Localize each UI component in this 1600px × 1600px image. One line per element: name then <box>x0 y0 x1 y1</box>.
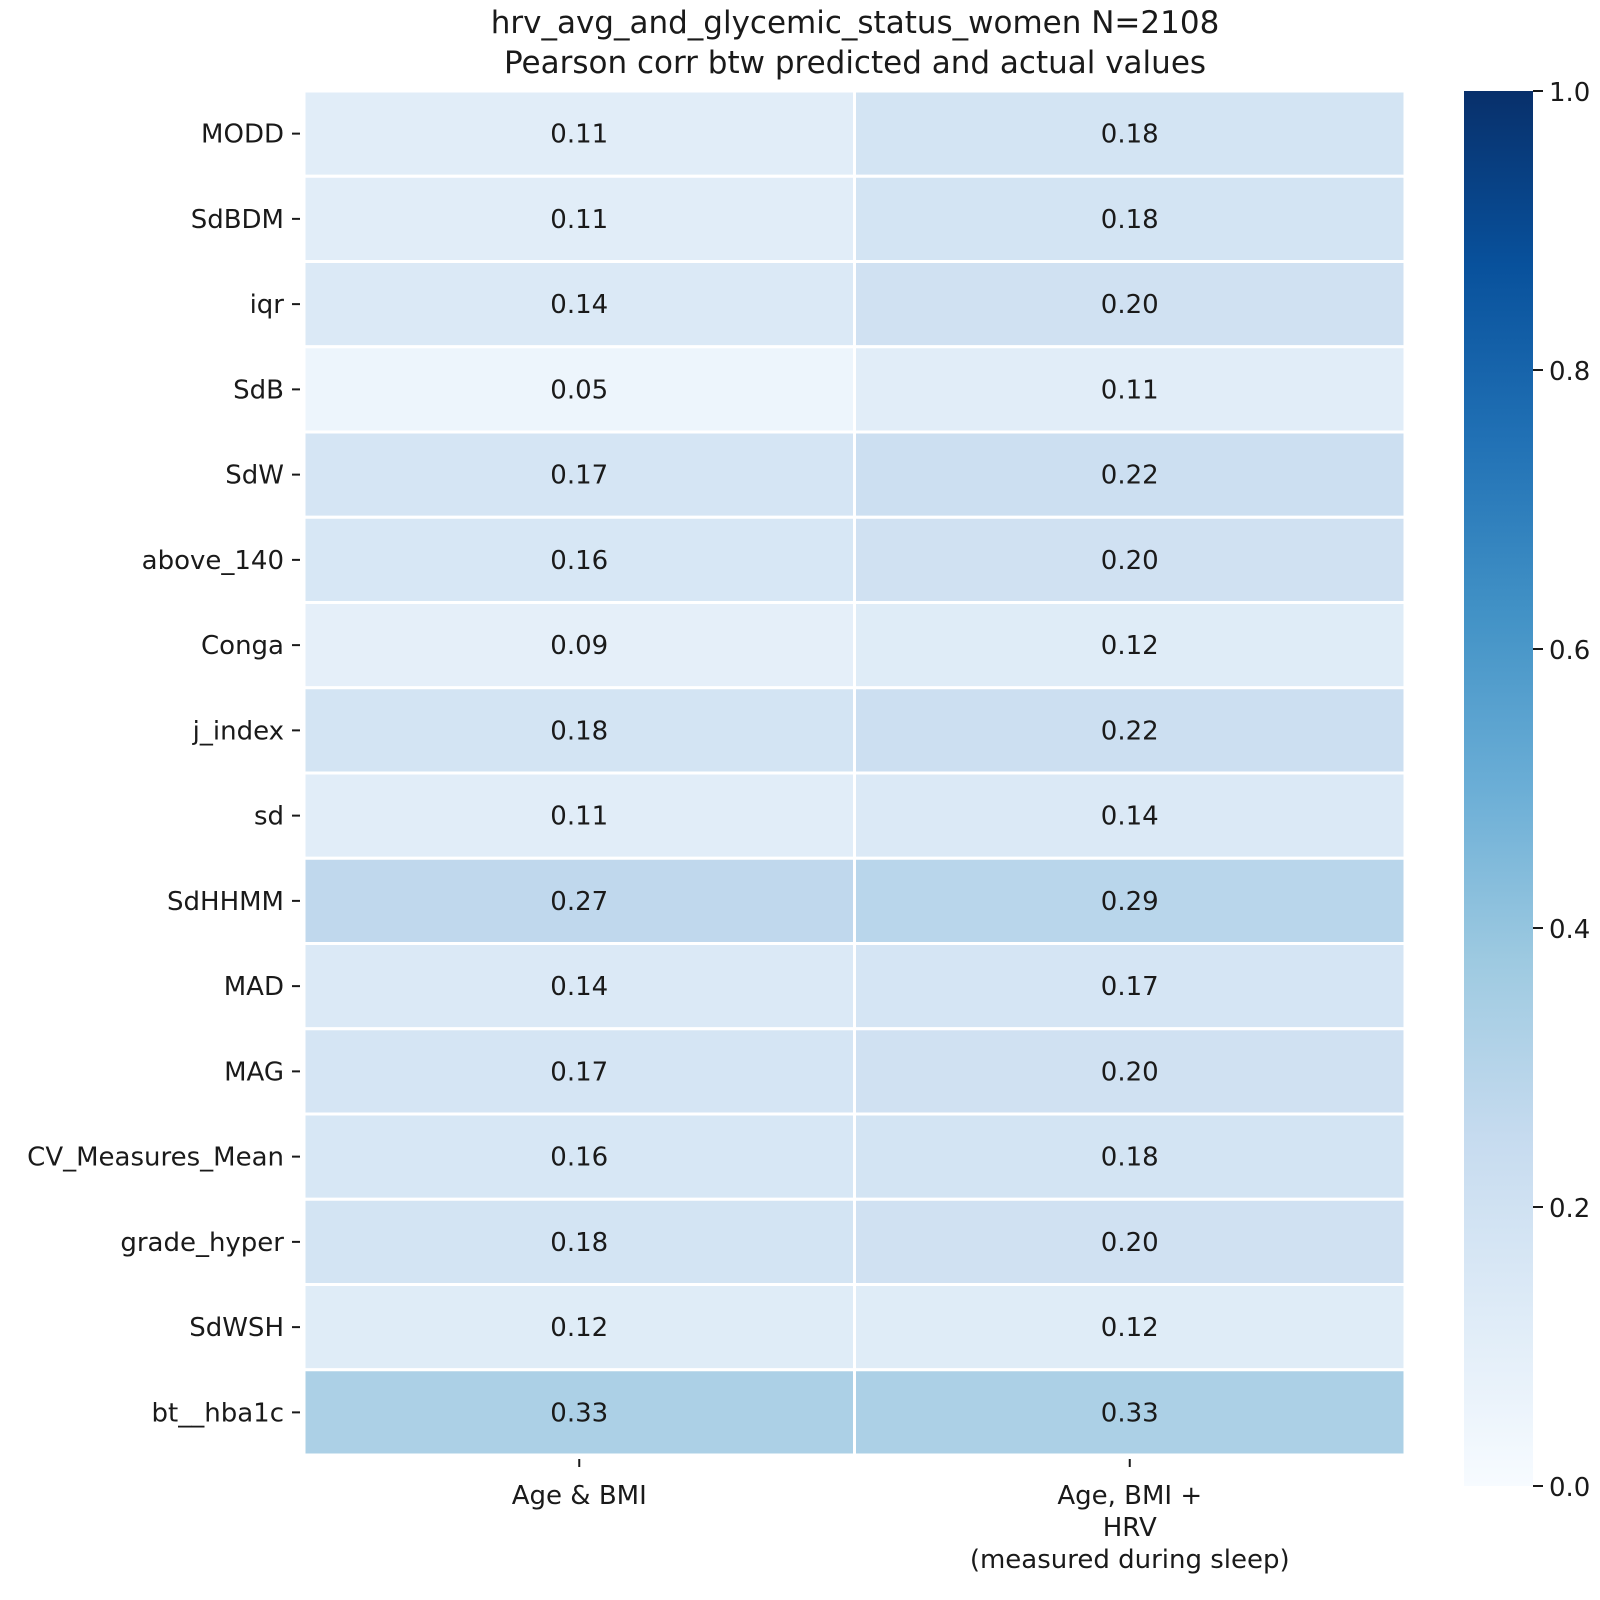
cell-value-label: 0.29 <box>1101 887 1159 917</box>
heatmap-cell <box>853 601 1407 690</box>
cell-value-label: 0.20 <box>1101 290 1159 320</box>
cell-value-label: 0.14 <box>1101 802 1159 832</box>
chart-title-line: Pearson corr btw predicted and actual va… <box>504 45 1206 81</box>
y-tick-label: SdB <box>233 375 284 405</box>
x-tick-label: Age, BMI + <box>1057 1481 1202 1511</box>
x-tick-label: (measured during sleep) <box>970 1545 1290 1575</box>
chart-title: hrv_avg_and_glycemic_status_women N=2108… <box>491 5 1220 81</box>
cell-value-label: 0.18 <box>1101 205 1159 235</box>
heatmap-cell <box>302 1283 856 1372</box>
heatmap-cell <box>302 1197 856 1286</box>
colorbar-tick-label: 0.8 <box>1549 357 1590 387</box>
cell-value-label: 0.27 <box>550 887 608 917</box>
cell-value-label: 0.17 <box>550 461 608 491</box>
cell-value-label: 0.05 <box>550 375 608 405</box>
heatmap-cell <box>853 686 1407 775</box>
y-tick-label: grade_hyper <box>120 1228 284 1258</box>
cell-value-label: 0.18 <box>550 1228 608 1258</box>
heatmap-cell <box>853 89 1407 178</box>
cell-value-label: 0.20 <box>1101 1228 1159 1258</box>
heatmap-cell <box>853 1283 1407 1372</box>
cell-value-label: 0.11 <box>550 120 608 150</box>
y-tick-label: MAD <box>224 972 284 1002</box>
x-tick-label: Age & BMI <box>512 1481 647 1511</box>
chart-title-line: hrv_avg_and_glycemic_status_women N=2108 <box>491 5 1220 41</box>
cell-value-label: 0.33 <box>1101 1398 1159 1428</box>
cell-value-label: 0.11 <box>1101 375 1159 405</box>
x-tick-label: HRV <box>1103 1513 1157 1543</box>
heatmap-cell <box>853 1027 1407 1116</box>
heatmap-cell <box>302 89 856 178</box>
cell-value-label: 0.11 <box>550 802 608 832</box>
cell-value-label: 0.16 <box>550 546 608 576</box>
colorbar-gradient <box>1464 91 1533 1486</box>
y-tick-label: j_index <box>192 716 284 746</box>
cell-value-label: 0.20 <box>1101 1057 1159 1087</box>
heatmap-cell <box>853 1368 1407 1457</box>
cell-value-label: 0.16 <box>550 1143 608 1173</box>
cell-value-label: 0.12 <box>1101 1313 1159 1343</box>
heatmap-cell <box>302 1368 856 1457</box>
y-tick-label: MODD <box>201 120 284 150</box>
cell-value-label: 0.17 <box>1101 972 1159 1002</box>
colorbar: 0.0 0.2 0.4 0.6 0.8 1.0 <box>1464 78 1590 1503</box>
heatmap-cell-labels: 0.11 0.18 0.11 0.18 0.14 0.20 0.05 0.11 0.17 0.22… <box>550 120 1158 1429</box>
heatmap-cell <box>302 942 856 1031</box>
y-tick-label: CV_Measures_Mean <box>27 1143 284 1173</box>
heatmap-cell <box>302 771 856 860</box>
colorbar-tick-label: 0.6 <box>1549 636 1590 666</box>
heatmap-cell <box>853 942 1407 1031</box>
y-tick-label: SdW <box>225 461 284 491</box>
y-tick-label: sd <box>254 802 284 832</box>
y-tick-label: bt__hba1c <box>152 1398 284 1428</box>
cell-value-label: 0.09 <box>550 631 608 661</box>
cell-value-label: 0.18 <box>550 716 608 746</box>
heatmap-cell <box>853 430 1407 519</box>
heatmap-cell <box>853 856 1407 945</box>
heatmap-cell <box>853 771 1407 860</box>
cell-value-label: 0.22 <box>1101 716 1159 746</box>
cell-value-label: 0.17 <box>550 1057 608 1087</box>
heatmap-cell <box>853 1197 1407 1286</box>
y-tick-label: SdHHMM <box>167 887 284 917</box>
heatmap-cells <box>302 89 1407 1457</box>
heatmap-cell <box>302 174 856 263</box>
y-tick-label: iqr <box>250 290 285 320</box>
heatmap-cell <box>853 174 1407 263</box>
heatmap-cell <box>853 260 1407 349</box>
y-tick-label: Conga <box>201 631 284 661</box>
x-axis: Age & BMI Age, BMI +HRV(measured during s… <box>512 1459 1290 1575</box>
heatmap-cell <box>853 345 1407 434</box>
colorbar-tick-label: 0.4 <box>1549 915 1590 945</box>
heatmap-cell <box>853 515 1407 604</box>
cell-value-label: 0.33 <box>550 1398 608 1428</box>
colorbar-tick-label: 0.2 <box>1549 1194 1590 1224</box>
cell-value-label: 0.18 <box>1101 120 1159 150</box>
cell-value-label: 0.11 <box>550 205 608 235</box>
cell-value-label: 0.22 <box>1101 461 1159 491</box>
cell-value-label: 0.18 <box>1101 1143 1159 1173</box>
cell-value-label: 0.12 <box>550 1313 608 1343</box>
y-tick-label: above_140 <box>142 546 284 576</box>
heatmap-cell <box>302 856 856 945</box>
heatmap-cell <box>302 1027 856 1116</box>
colorbar-tick-label: 1.0 <box>1549 78 1590 108</box>
y-tick-label: MAG <box>224 1057 284 1087</box>
colorbar-tick-label: 0.0 <box>1549 1473 1590 1503</box>
y-tick-label: SdBDM <box>191 205 284 235</box>
cell-value-label: 0.14 <box>550 972 608 1002</box>
cell-value-label: 0.14 <box>550 290 608 320</box>
cell-value-label: 0.12 <box>1101 631 1159 661</box>
y-axis: MODD SdBDM iqr SdB SdW above_140 Conga j_indexs… <box>27 120 300 1428</box>
y-tick-label: SdWSH <box>189 1313 284 1343</box>
cell-value-label: 0.20 <box>1101 546 1159 576</box>
heatmap-cell <box>853 1112 1407 1201</box>
